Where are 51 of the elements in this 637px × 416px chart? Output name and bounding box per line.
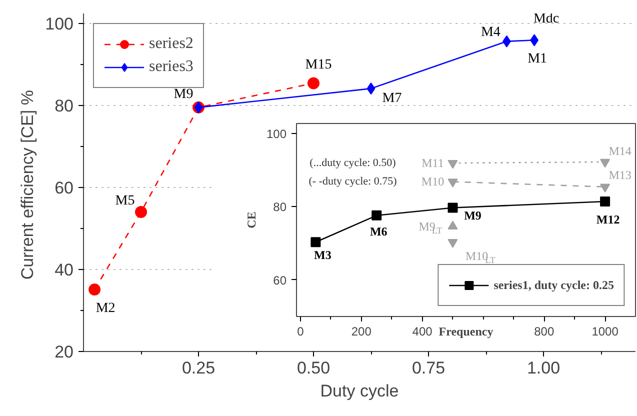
legend-label: series1, duty cycle: 0.25 (494, 278, 614, 292)
y-tick-label: 80 (273, 200, 287, 214)
annotation: M12 (596, 212, 620, 227)
point (372, 210, 382, 220)
annotation: M11 (422, 156, 444, 170)
annotation: M6 (370, 224, 388, 238)
x-axis-title: Duty cycle (320, 382, 399, 400)
x-tick-label: 0.75 (412, 358, 446, 378)
annotation: M2 (96, 301, 116, 316)
x-tick-label: 1000 (592, 324, 619, 338)
point (135, 206, 147, 218)
x-axis-title: Frequency (438, 324, 494, 338)
point (448, 239, 458, 248)
y-tick-label: 40 (54, 260, 74, 280)
annotation: M9 (464, 208, 482, 223)
annotation: M1 (528, 52, 548, 67)
annotation: (- -duty cycle: 0.75) (308, 176, 398, 188)
point (308, 77, 320, 90)
y-tick-label: 60 (54, 178, 74, 198)
point (366, 82, 376, 95)
x-tick-label: 200 (351, 324, 372, 338)
y-tick-label: 80 (54, 96, 74, 116)
annotation: M15 (305, 58, 332, 73)
annotation: M5 (115, 194, 135, 209)
annotation: (...duty cycle: 0.50) (310, 157, 396, 170)
point (448, 202, 458, 213)
point (600, 196, 610, 207)
x-tick-label: 400 (412, 324, 433, 338)
y-axis-title: CE (244, 212, 258, 228)
annotation: M13 (608, 168, 632, 182)
x-tick-label: 800 (534, 324, 554, 338)
x-tick-label: 0 (297, 324, 304, 338)
legend-label: series3 (149, 58, 194, 76)
y-axis-title: Current efficiency [CE] % (18, 90, 38, 280)
x-tick-label: 0.50 (296, 358, 330, 378)
legend-label: series2 (149, 35, 194, 53)
annotation: M3 (314, 248, 332, 262)
y-tick-label: 60 (273, 273, 287, 288)
x-tick-label: 1.00 (526, 358, 560, 378)
x-tick-label: 0.25 (182, 358, 216, 378)
annotation: M4 (480, 24, 500, 40)
y-tick-label: 100 (45, 14, 74, 34)
y-tick-label: 100 (266, 126, 287, 141)
y-tick-label: 20 (54, 342, 74, 362)
point (448, 220, 458, 230)
annotation: M9 (174, 86, 194, 102)
point (310, 237, 321, 248)
annotation: M14 (608, 144, 632, 158)
point (88, 284, 101, 296)
annotation: M10 (421, 174, 444, 189)
annotation: M7 (382, 91, 402, 106)
